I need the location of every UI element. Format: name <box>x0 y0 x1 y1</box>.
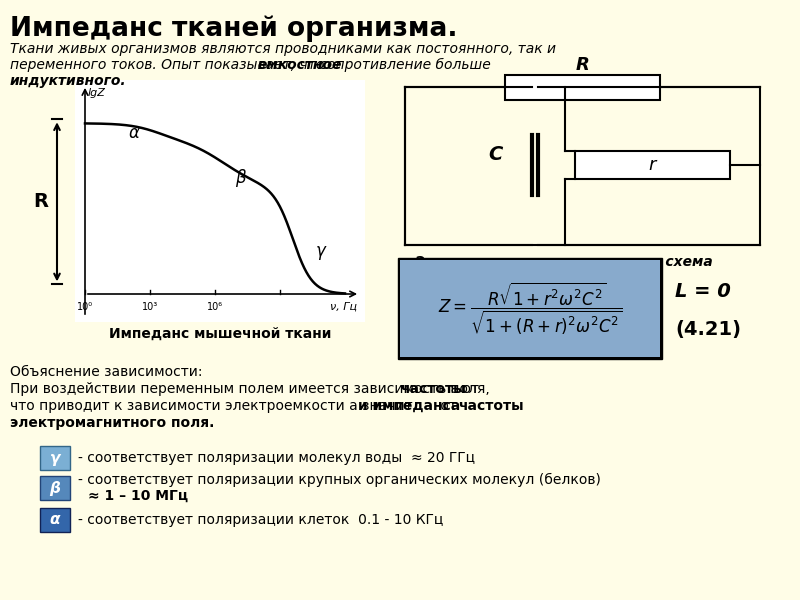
Text: Объяснение зависимости:: Объяснение зависимости: <box>10 365 202 379</box>
Text: Ткани живых организмов являются проводниками как постоянного, так и: Ткани живых организмов являются проводни… <box>10 42 556 56</box>
Text: $Z = \dfrac{R\sqrt{1+r^2\omega^2C^2}}{\sqrt{1+(R+r)^2\omega^2C^2}}$: $Z = \dfrac{R\sqrt{1+r^2\omega^2C^2}}{\s… <box>438 280 622 337</box>
Text: Эквивалентная электрическая схема
мышечной ткани: Эквивалентная электрическая схема мышечн… <box>415 255 713 285</box>
Text: r: r <box>649 156 656 174</box>
Text: При воздействии переменным полем имеется зависимость ε от: При воздействии переменным полем имеется… <box>10 382 483 396</box>
Text: переменного токов. Опыт показывает, что: переменного токов. Опыт показывает, что <box>10 58 329 72</box>
Text: индуктивного.: индуктивного. <box>10 74 126 88</box>
Text: R: R <box>575 56 590 74</box>
Bar <box>400 260 660 357</box>
Text: - соответствует поляризации крупных органических молекул (белков): - соответствует поляризации крупных орга… <box>78 473 601 487</box>
Text: от: от <box>436 399 462 413</box>
Text: - соответствует поляризации клеток  0.1 - 10 КГц: - соответствует поляризации клеток 0.1 -… <box>78 513 443 527</box>
Text: емкостное: емкостное <box>258 58 342 72</box>
Text: L = 0: L = 0 <box>675 281 731 301</box>
Text: 10⁰: 10⁰ <box>77 302 93 312</box>
Text: частоты: частоты <box>400 382 466 396</box>
Text: что приводит к зависимости электроемкости а значит: что приводит к зависимости электроемкост… <box>10 399 417 413</box>
Text: γ: γ <box>50 451 60 466</box>
Bar <box>398 258 662 359</box>
Text: Импеданс мышечной ткани: Импеданс мышечной ткани <box>109 327 331 341</box>
Text: ν, Гц: ν, Гц <box>330 302 357 312</box>
Text: сопротивление больше: сопротивление больше <box>315 58 490 72</box>
Text: β: β <box>235 169 246 187</box>
Bar <box>40 446 70 470</box>
Text: C: C <box>488 145 502 164</box>
Text: - соответствует поляризации молекул воды  ≈ 20 ГГц: - соответствует поляризации молекул воды… <box>78 451 475 465</box>
Text: α: α <box>50 512 60 527</box>
Text: ≈ 1 – 10 МГц: ≈ 1 – 10 МГц <box>88 489 188 503</box>
Text: α: α <box>128 124 139 142</box>
Text: R: R <box>34 193 49 211</box>
Text: (4.21): (4.21) <box>675 320 741 340</box>
Text: и импеданса: и импеданса <box>358 399 460 413</box>
Bar <box>505 75 660 100</box>
Bar <box>75 80 365 322</box>
Text: поля,: поля, <box>446 382 490 396</box>
Text: электромагнитного поля.: электромагнитного поля. <box>10 416 214 430</box>
Bar <box>575 151 730 179</box>
Text: 10⁶: 10⁶ <box>207 302 223 312</box>
Text: Импеданс тканей организма.: Импеданс тканей организма. <box>10 15 458 41</box>
Text: β: β <box>50 481 61 496</box>
Bar <box>40 508 70 532</box>
Text: 10³: 10³ <box>142 302 158 312</box>
Text: частоты: частоты <box>458 399 524 413</box>
Bar <box>40 476 70 500</box>
Text: γ: γ <box>316 242 326 260</box>
Text: lgZ: lgZ <box>88 88 106 98</box>
